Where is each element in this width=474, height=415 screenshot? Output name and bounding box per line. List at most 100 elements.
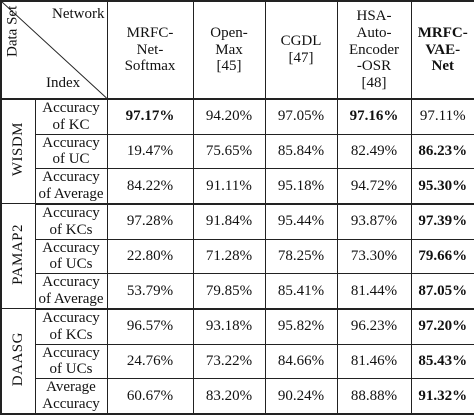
column-header-line: [45] [216, 58, 242, 75]
column-header-line: -OSR [356, 58, 392, 75]
metric-label-line: Accuracy [42, 344, 100, 361]
value-cell: 97.16% [336, 98, 412, 135]
metric-label-line: Accuracy [42, 205, 100, 221]
metric-label-line: Accuracy [42, 169, 100, 186]
metric-label-line: of Average [38, 186, 104, 203]
value-cell: 94.20% [192, 98, 266, 135]
value-cell: 91.11% [192, 168, 266, 205]
dataset-cell: DAASG [0, 308, 36, 415]
dataset-name: WISDM [9, 122, 26, 177]
value-cell: 19.47% [106, 133, 194, 170]
value-cell: 78.25% [264, 238, 338, 275]
column-header-line: Encoder [349, 41, 399, 58]
column-header-cgdl: CGDL [47] [264, 0, 338, 100]
metric-label-line: of UC [52, 151, 90, 168]
value-cell: 73.30% [336, 238, 412, 275]
table-row: Accuracy of UCs 22.80% 71.28% 78.25% 73.30% 79… [1, 238, 474, 275]
corner-cell: Network Index Data Set [0, 0, 108, 100]
table-row: DAASG Accuracy of KCs 96.57% 93.18% 95.82% 96.… [0, 308, 474, 415]
value-cell: 95.44% [264, 203, 338, 240]
metric-label-cell: Accuracy of KCs [34, 203, 108, 240]
value-cell: 91.32% [410, 378, 474, 415]
value-cell: 90.24% [264, 378, 338, 415]
dataset-cell: WISDM [0, 98, 36, 205]
value-cell: 53.79% [106, 273, 194, 310]
metric-label-cell: Accuracy of KCs [34, 308, 108, 345]
table-row: PAMAP2 Accuracy of KCs 97.28% 91.84% 95.44% 93… [0, 203, 474, 310]
column-header-openmax: Open- Max [45] [192, 0, 266, 100]
corner-network-label: Network [52, 6, 105, 22]
column-header-line: VAE- [425, 41, 461, 58]
column-header-line: MRFC- [417, 24, 468, 41]
value-cell: 96.23% [336, 308, 412, 345]
value-cell: 96.57% [106, 308, 194, 345]
column-header-line: Softmax [124, 58, 176, 75]
value-cell: 97.39% [410, 203, 474, 240]
value-cell: 85.43% [410, 343, 474, 380]
metric-label-line: Accuracy [42, 396, 100, 413]
metric-label-line: Accuracy [42, 309, 100, 326]
value-cell: 79.66% [410, 238, 474, 275]
column-header-line: Net [431, 58, 455, 75]
value-cell: 75.65% [192, 133, 266, 170]
column-header-hsa-autoencoder-osr: HSA- Auto- Encoder -OSR [48] [336, 0, 412, 100]
value-cell: 91.84% [192, 203, 266, 240]
value-cell: 93.87% [336, 203, 412, 240]
value-cell: 22.80% [106, 238, 194, 275]
table-body: WISDM Accuracy of KC 97.17% 94.20% 97.05% 97.1… [0, 98, 474, 415]
metric-label-line: Accuracy [42, 134, 100, 151]
column-header-line: [47] [288, 50, 314, 66]
column-header-line: MRFC- [126, 24, 174, 41]
value-cell: 86.23% [410, 133, 474, 170]
value-cell: 24.76% [106, 343, 194, 380]
table-row: Accuracy of UCs 24.76% 73.22% 84.66% 81.46% 85… [1, 343, 474, 380]
metric-label-line: of UCs [49, 256, 93, 273]
value-cell: 81.46% [336, 343, 412, 380]
metric-label-line: of UCs [49, 361, 93, 378]
value-cell: 88.88% [336, 378, 412, 415]
value-cell: 87.05% [410, 273, 474, 310]
column-header-line: Open- [210, 24, 248, 41]
value-cell: 97.28% [106, 203, 194, 240]
metric-label-line: of KC [52, 116, 90, 133]
column-header-line: Max [215, 41, 243, 58]
value-cell: 85.84% [264, 133, 338, 170]
value-cell: 84.66% [264, 343, 338, 380]
value-cell: 94.72% [336, 168, 412, 205]
corner-index-label: Index [46, 75, 81, 92]
table-row: Accuracy of Average 84.22% 91.11% 95.18% 94.7… [1, 168, 474, 205]
value-cell: 95.18% [264, 168, 338, 205]
column-header-line: CGDL [280, 33, 322, 50]
column-header-line: HSA- [356, 8, 392, 24]
metric-label-cell: Average Accuracy [34, 378, 108, 415]
value-cell: 60.67% [106, 378, 194, 415]
dataset-name: DAASG [9, 331, 26, 386]
metric-label-cell: Accuracy of UCs [34, 343, 108, 380]
value-cell: 95.82% [264, 308, 338, 345]
diagonal-divider [2, 2, 107, 98]
value-cell: 81.44% [336, 273, 412, 310]
metric-label-cell: Accuracy of UCs [34, 238, 108, 275]
header-row: Network Index Data Set MRFC- Net- Softmax … [0, 0, 474, 100]
value-cell: 97.05% [264, 98, 338, 135]
table-row: Accuracy of Average 53.79% 79.85% 85.41% 81.4… [1, 273, 474, 310]
metric-label-line: Accuracy [42, 274, 100, 291]
value-cell: 97.11% [410, 98, 474, 135]
dataset-name: PAMAP2 [9, 223, 26, 285]
metric-label-cell: Accuracy of UC [34, 133, 108, 170]
column-header-mrfc-net-softmax: MRFC- Net- Softmax [106, 0, 194, 100]
column-header-line: Auto- [356, 24, 392, 41]
column-header-mrfc-vae-net: MRFC- VAE- Net [410, 0, 474, 100]
value-cell: 97.17% [106, 98, 194, 135]
value-cell: 97.20% [410, 308, 474, 345]
corner-dataset-label: Data Set [4, 5, 21, 57]
column-header-line: Net- [136, 41, 164, 58]
metric-label-cell: Accuracy of Average [34, 273, 108, 310]
value-cell: 84.22% [106, 168, 194, 205]
metric-label-line: of KCs [49, 221, 93, 238]
metric-label-cell: Accuracy of Average [34, 168, 108, 205]
value-cell: 73.22% [192, 343, 266, 380]
column-header-line: [48] [361, 75, 387, 92]
